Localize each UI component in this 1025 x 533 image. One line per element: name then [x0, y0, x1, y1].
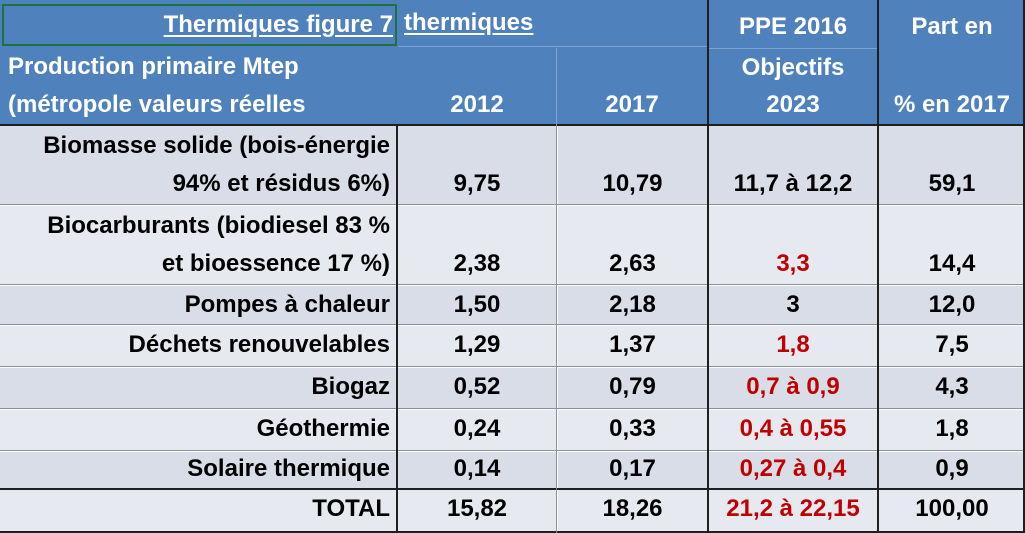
col-header-ppe-line2: Objectifs: [709, 48, 877, 86]
table-cell-2017[interactable]: 0,17: [558, 452, 707, 488]
table-cell-ppe[interactable]: 0,27 à 0,4: [709, 452, 877, 488]
grid-line: [396, 124, 398, 533]
table-cell-part[interactable]: 0,9: [879, 452, 1025, 488]
col-header-ppe-line3: 2023: [709, 86, 877, 124]
header-label-line2: (métropole valeurs réelles: [8, 91, 306, 118]
grid-line: [707, 0, 709, 533]
cell-header-label[interactable]: Production primaire Mtep (métropole vale…: [0, 48, 397, 124]
header-separator: [398, 46, 708, 47]
table-row-label[interactable]: Déchets renouvelables: [0, 326, 396, 366]
col-header-part-line1[interactable]: Part en: [879, 8, 1025, 46]
table-cell-2012[interactable]: 2,38: [398, 206, 556, 284]
total-part[interactable]: 100,00: [879, 490, 1025, 531]
grid-line: [0, 408, 1025, 409]
col-header-2012[interactable]: 2012: [398, 86, 556, 124]
table-cell-ppe[interactable]: 11,7 à 12,2: [709, 126, 877, 204]
table-cell-ppe[interactable]: 0,4 à 0,55: [709, 410, 877, 450]
cell-title-continued[interactable]: thermiques: [398, 4, 708, 46]
table-cell-2012[interactable]: 0,24: [398, 410, 556, 450]
row-label-line2: et bioessence 17 %): [161, 250, 390, 277]
grid-line: [0, 450, 1025, 451]
table-row-label[interactable]: Biocarburants (biodiesel 83 % et bioesse…: [0, 206, 396, 284]
table-cell-part[interactable]: 14,4: [879, 206, 1025, 284]
grid-line: [877, 0, 879, 533]
total-2012[interactable]: 15,82: [398, 490, 556, 531]
table-cell-2017[interactable]: 2,63: [558, 206, 707, 284]
grid-line: [0, 324, 1025, 325]
grid-line: [1023, 0, 1025, 533]
header-separator: [556, 48, 557, 124]
table-cell-part[interactable]: 4,3: [879, 368, 1025, 408]
table-row-label[interactable]: Biogaz: [0, 368, 396, 408]
table-cell-2012[interactable]: 0,52: [398, 368, 556, 408]
row-label-line2: 94% et résidus 6%): [172, 170, 390, 197]
col-header-2017[interactable]: 2017: [557, 86, 707, 124]
table-cell-ppe[interactable]: 0,7 à 0,9: [709, 368, 877, 408]
table-cell-2012[interactable]: 9,75: [398, 126, 556, 204]
grid-line: [0, 366, 1025, 367]
grid-line: [0, 204, 1025, 205]
table-cell-2012[interactable]: 1,29: [398, 326, 556, 366]
grid-line: [556, 124, 557, 533]
table-cell-part[interactable]: 7,5: [879, 326, 1025, 366]
title-part-b: thermiques: [404, 9, 534, 36]
total-ppe[interactable]: 21,2 à 22,15: [709, 490, 877, 531]
grid-line: [0, 488, 1025, 490]
table-cell-2017[interactable]: 2,18: [558, 286, 707, 324]
grid-line: [0, 531, 1025, 533]
table-cell-2012[interactable]: 0,14: [398, 452, 556, 488]
table-cell-ppe[interactable]: 1,8: [709, 326, 877, 366]
table-row-label[interactable]: Pompes à chaleur: [0, 286, 396, 324]
col-header-part-line2: % en 2017: [879, 86, 1025, 124]
table-cell-2017[interactable]: 10,79: [558, 126, 707, 204]
table-cell-ppe[interactable]: 3: [709, 286, 877, 324]
cell-title-selected[interactable]: Thermiques figure 7: [2, 4, 397, 46]
header-label-line1: Production primaire Mtep: [8, 53, 299, 80]
total-label[interactable]: TOTAL: [0, 490, 396, 531]
row-label-line1: Biocarburants (biodiesel 83 %: [47, 212, 390, 239]
table-row-label[interactable]: Biomasse solide (bois-énergie 94% et rés…: [0, 126, 396, 204]
row-label-line1: Biomasse solide (bois-énergie: [43, 132, 390, 159]
table-row-label[interactable]: Géothermie: [0, 410, 396, 450]
table-cell-part[interactable]: 59,1: [879, 126, 1025, 204]
table-cell-2017[interactable]: 0,79: [558, 368, 707, 408]
table-cell-2017[interactable]: 0,33: [558, 410, 707, 450]
table-cell-ppe[interactable]: 3,3: [709, 206, 877, 284]
table-cell-2012[interactable]: 1,50: [398, 286, 556, 324]
table-cell-part[interactable]: 1,8: [879, 410, 1025, 450]
title-part-a: Thermiques figure 7: [163, 11, 393, 38]
table-cell-part[interactable]: 12,0: [879, 286, 1025, 324]
col-header-ppe-line1[interactable]: PPE 2016: [709, 8, 877, 46]
table-cell-2017[interactable]: 1,37: [558, 326, 707, 366]
grid-line: [0, 124, 1025, 126]
grid-line: [0, 284, 1025, 285]
total-2017[interactable]: 18,26: [558, 490, 707, 531]
table-row-label[interactable]: Solaire thermique: [0, 452, 396, 488]
